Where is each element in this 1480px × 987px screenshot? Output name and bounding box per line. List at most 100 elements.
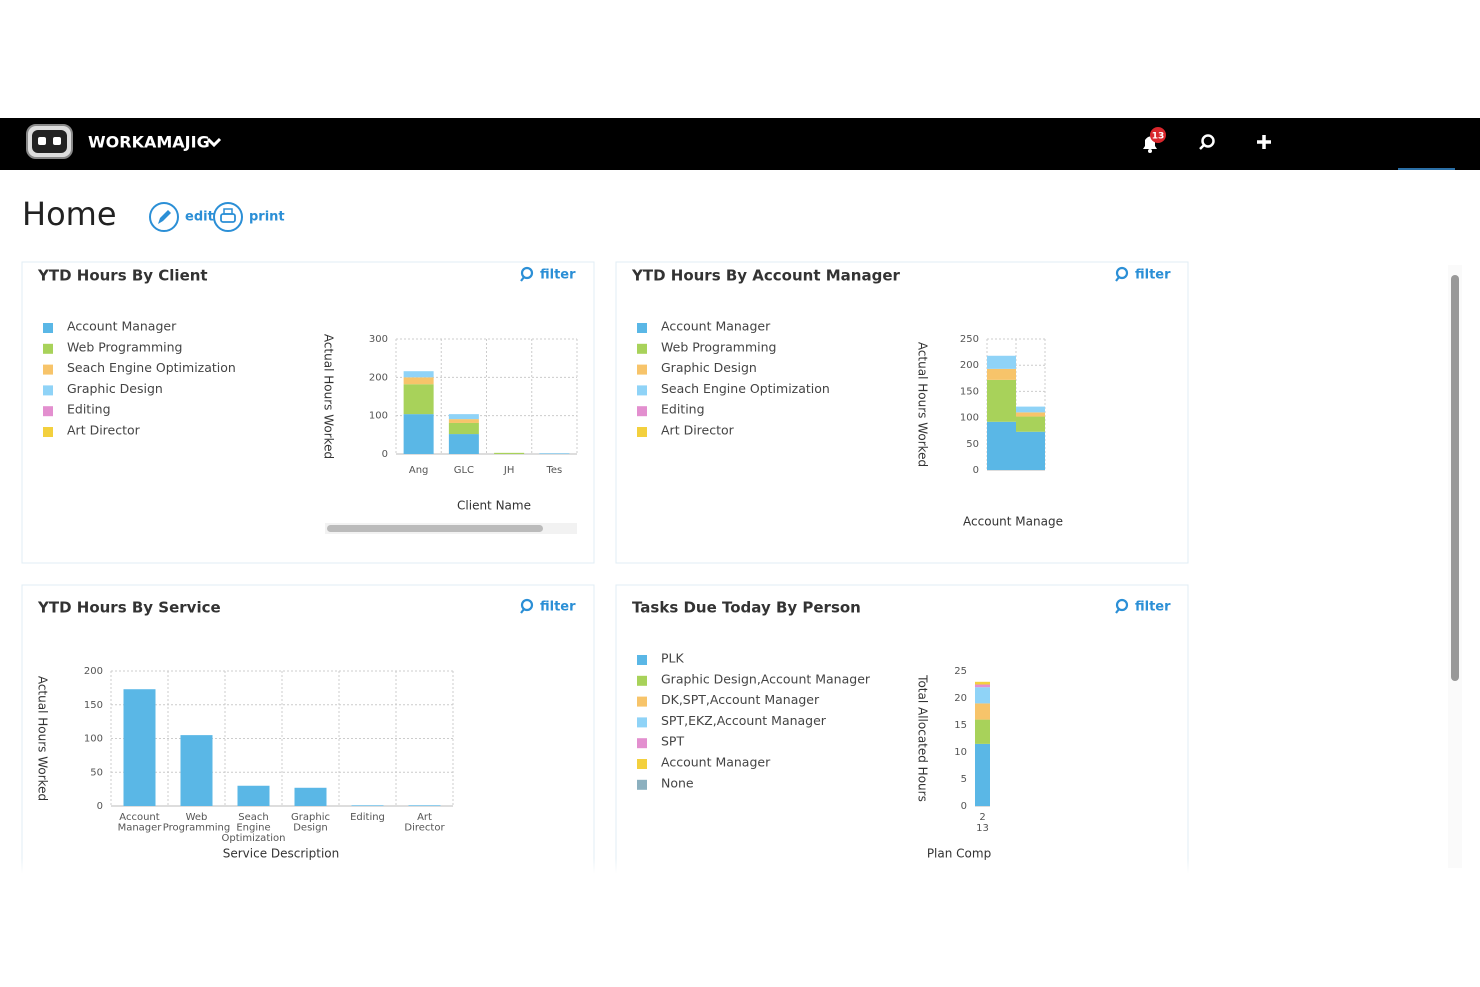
x-axis-label: Account Manage [963,515,1063,529]
legend-label: Web Programming [661,339,776,354]
legend-label: Editing [661,402,705,417]
bar-segment [987,368,1016,380]
y-tick-label: 300 [369,334,388,345]
filter-icon-handle [520,608,525,614]
filter-icon-ring [520,266,534,280]
y-tick-label: 100 [369,411,388,422]
bottom-fade [0,858,1480,987]
legend-swatch [637,427,647,437]
panel-title: YTD Hours By Client [37,267,208,285]
edit-label[interactable]: edit [185,210,214,225]
search-icon[interactable] [1199,134,1215,150]
legend-label: SPT [661,734,684,749]
y-tick-label: 200 [84,666,103,677]
y-tick-label: 150 [84,700,103,711]
print-button[interactable] [213,202,243,232]
legend-label: Account Manager [661,319,771,334]
filter-icon[interactable] [1115,266,1129,282]
y-tick-label: 0 [961,801,967,812]
filter-label[interactable]: filter [1135,268,1171,283]
legend-swatch [637,655,647,665]
filter-label[interactable]: filter [1135,600,1171,615]
bar [237,785,270,806]
panel-title: Tasks Due Today By Person [632,599,861,617]
bar-segment [403,414,434,454]
legend-swatch [637,406,647,417]
filter-icon-handle [520,276,525,282]
x-tick-label: Editing [350,812,385,823]
charts: YTD Hours By Client filter Account Manager… [36,267,1172,861]
legend-label: Account Manager [661,755,771,770]
panel-title: YTD Hours By Account Manager [631,267,900,285]
y-tick-label: 100 [84,734,103,745]
filter-icon-ring [520,598,534,612]
legend-label: DK,SPT,Account Manager [661,692,820,707]
print-label[interactable]: print [249,210,285,225]
y-tick-label: 0 [973,465,979,476]
x-tick-label: Ang [409,465,429,476]
legend-swatch [637,364,647,375]
legend-label: None [661,775,694,790]
x-tick-label: Web Programming [163,812,230,834]
panel-title: YTD Hours By Service [37,599,221,617]
filter-icon-handle [1115,608,1120,614]
y-axis-label: Actual Hours Worked [916,342,930,467]
add-icon[interactable] [1257,135,1271,149]
bar-segment [975,719,990,744]
filter-icon-handle [1115,276,1120,282]
y-tick-label: 5 [961,774,967,785]
filter-icon[interactable] [1115,598,1129,614]
bar-segment [1016,406,1045,413]
filter-label[interactable]: filter [540,600,576,615]
y-tick-label: 15 [954,720,967,731]
x-tick-label: Graphic Design [291,812,330,834]
bar-segment [448,419,479,423]
top-bar [0,118,1480,170]
legend-swatch [43,323,53,333]
legend-swatch [637,779,647,790]
brand-menu-chevron[interactable] [206,137,222,148]
logo[interactable] [26,124,73,159]
legend-label: PLK [661,651,685,666]
bar [294,787,327,806]
bar-segment [494,452,525,454]
y-tick-label: 0 [97,801,103,812]
y-tick-label: 25 [954,666,967,677]
y-tick-label: 50 [90,767,103,778]
notifications-icon[interactable] [1143,127,1166,153]
filter-icon[interactable] [520,266,534,282]
y-tick-label: 200 [960,360,979,371]
legend-swatch [637,696,647,707]
bar-segment [975,687,990,704]
brand[interactable]: WORKAMAJIG [88,133,210,152]
filter-icon[interactable] [520,598,534,614]
panel [615,584,1189,906]
filter-icon-ring [1115,266,1129,280]
y-axis-label: Actual Hours Worked [36,676,50,801]
x-axis-label: Client Name [457,499,531,513]
x-tick-label: GLC [454,465,474,476]
legend-swatch [637,323,647,333]
x-tick-label: 2 [979,812,985,823]
bar-segment [987,421,1016,470]
legend-label: Graphic Design [67,381,163,396]
notification-count: 13 [1152,132,1165,142]
bar [123,689,156,806]
x-axis-label: Service Description [223,847,340,861]
panel [615,261,1189,564]
edit-button[interactable] [149,202,179,232]
legend-label: Account Manager [67,319,177,334]
legend-swatch [637,675,647,686]
legend-label: Seach Engine Optimization [661,381,830,396]
filter-label[interactable]: filter [540,268,576,283]
chart-scrollbar-thumb[interactable] [327,525,543,532]
y-tick-label: 20 [954,693,967,704]
y-tick-label: 0 [382,449,388,460]
bar [180,735,213,806]
bar-segment [448,414,479,420]
page-scrollbar-thumb[interactable] [1451,275,1459,681]
bar-segment [975,684,990,688]
y-tick-label: 150 [960,386,979,397]
legend-label: SPT,EKZ,Account Manager [661,713,827,728]
